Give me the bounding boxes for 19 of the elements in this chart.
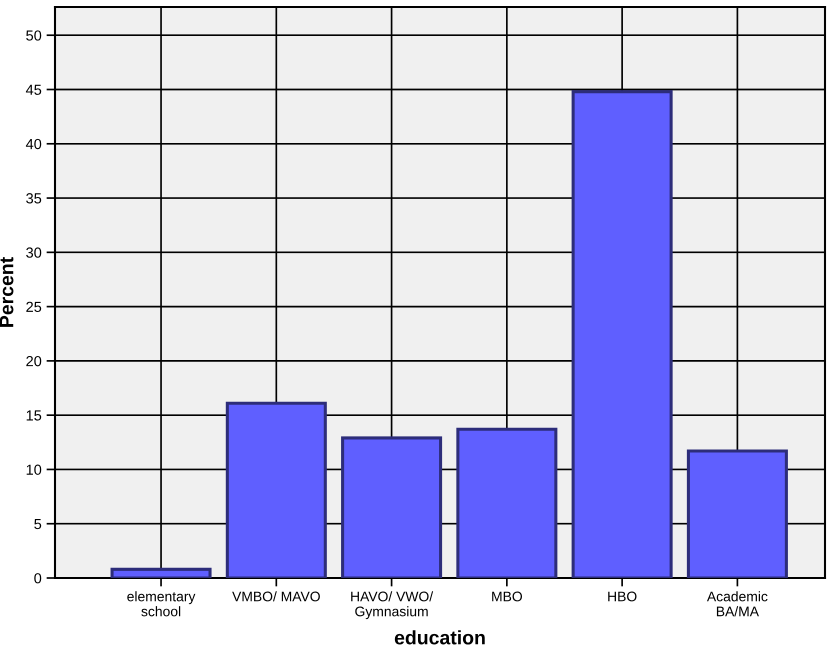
x-tick-label: VMBO/ MAVO xyxy=(232,591,320,602)
y-tick-label: 50 xyxy=(26,30,42,41)
y-tick-label: 15 xyxy=(26,410,42,421)
y-tick-label: 35 xyxy=(26,193,42,204)
y-tick-label: 45 xyxy=(26,84,42,95)
x-tick-label: Academic BA/MA xyxy=(706,591,768,616)
y-tick-label: 20 xyxy=(26,356,42,366)
x-tick-label: MBO xyxy=(492,592,522,602)
y-tick-label: 10 xyxy=(26,464,42,475)
y-tick-label: 30 xyxy=(26,247,42,258)
x-axis-title: education xyxy=(394,630,485,644)
y-tick-label: 40 xyxy=(26,138,42,150)
x-tick-label: HBO xyxy=(608,592,637,602)
y-tick-label: 25 xyxy=(26,302,42,312)
y-axis-title: Percent xyxy=(0,257,14,327)
x-tick-label: HAVO/ VWO/ Gymnasium xyxy=(351,591,434,620)
y-tick-label: 5 xyxy=(34,518,42,530)
y-tick-label: 0 xyxy=(34,573,42,584)
x-tick-label: elementary school xyxy=(127,591,196,616)
